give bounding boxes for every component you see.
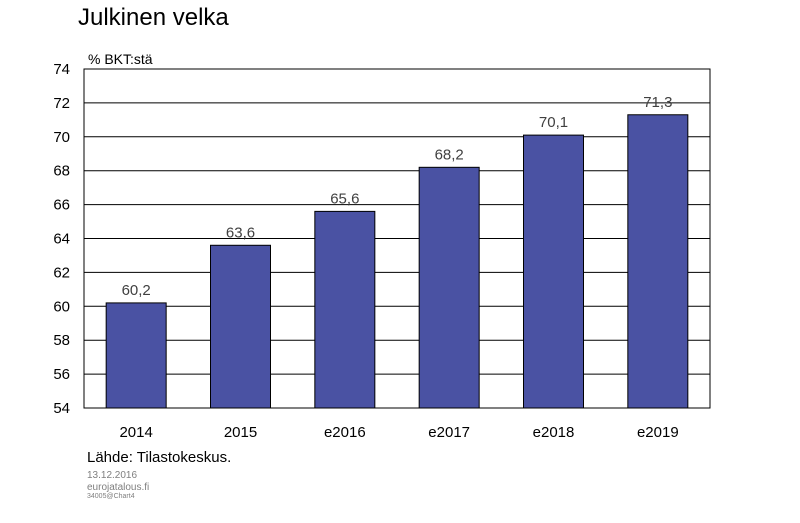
source-note: Lähde: Tilastokeskus. bbox=[87, 449, 232, 466]
bar bbox=[210, 244, 271, 409]
data-label: 70,1 bbox=[539, 114, 568, 131]
footer-code: 34005@Chart4 bbox=[87, 493, 135, 500]
footer-meta: 13.12.2016 eurojatalous.fi 34005@Chart4 bbox=[87, 470, 149, 501]
x-axis-tick-labels: 2014 2015 e2016 e2017 e2018 e2019 bbox=[119, 424, 678, 441]
data-label: 60,2 bbox=[122, 282, 151, 299]
bar bbox=[105, 302, 167, 409]
bar bbox=[627, 114, 689, 409]
y-tick-label: 66 bbox=[53, 197, 70, 214]
data-label: 63,6 bbox=[226, 224, 255, 241]
x-tick-label: e2016 bbox=[324, 424, 366, 441]
y-tick-label: 62 bbox=[53, 264, 70, 281]
x-tick-label: e2019 bbox=[637, 424, 679, 441]
x-tick-label: 2015 bbox=[224, 424, 257, 441]
y-tick-label: 72 bbox=[53, 95, 70, 112]
footer-date: 13.12.2016 bbox=[87, 470, 138, 481]
y-tick-label: 70 bbox=[53, 129, 70, 146]
x-tick-label: e2018 bbox=[533, 424, 575, 441]
bar bbox=[523, 134, 584, 409]
data-label: 68,2 bbox=[435, 146, 464, 163]
bar bbox=[418, 166, 480, 409]
x-tick-label: e2017 bbox=[428, 424, 470, 441]
y-tick-label: 58 bbox=[53, 332, 70, 349]
y-tick-label: 74 bbox=[53, 61, 70, 78]
chart-title: Julkinen velka bbox=[78, 4, 229, 31]
y-tick-label: 54 bbox=[53, 400, 70, 417]
y-tick-label: 68 bbox=[53, 163, 70, 180]
data-label: 71,3 bbox=[643, 94, 672, 111]
x-tick-label: 2014 bbox=[119, 424, 152, 441]
y-axis-unit-label: % BKT:stä bbox=[88, 51, 153, 67]
bar bbox=[314, 210, 376, 409]
grid-lines bbox=[84, 102, 710, 375]
plot-area-frame bbox=[83, 68, 711, 409]
data-label: 65,6 bbox=[330, 190, 359, 207]
footer-site: eurojatalous.fi bbox=[87, 481, 150, 493]
y-tick-label: 64 bbox=[53, 231, 70, 248]
y-tick-label: 60 bbox=[53, 298, 70, 315]
bars bbox=[105, 114, 689, 409]
y-axis-tick-labels: 54 56 58 60 62 64 66 68 70 72 74 bbox=[53, 61, 70, 417]
y-tick-label: 56 bbox=[53, 366, 70, 383]
data-labels: 60,2 63,6 65,6 68,2 70,1 71,3 bbox=[122, 94, 673, 299]
